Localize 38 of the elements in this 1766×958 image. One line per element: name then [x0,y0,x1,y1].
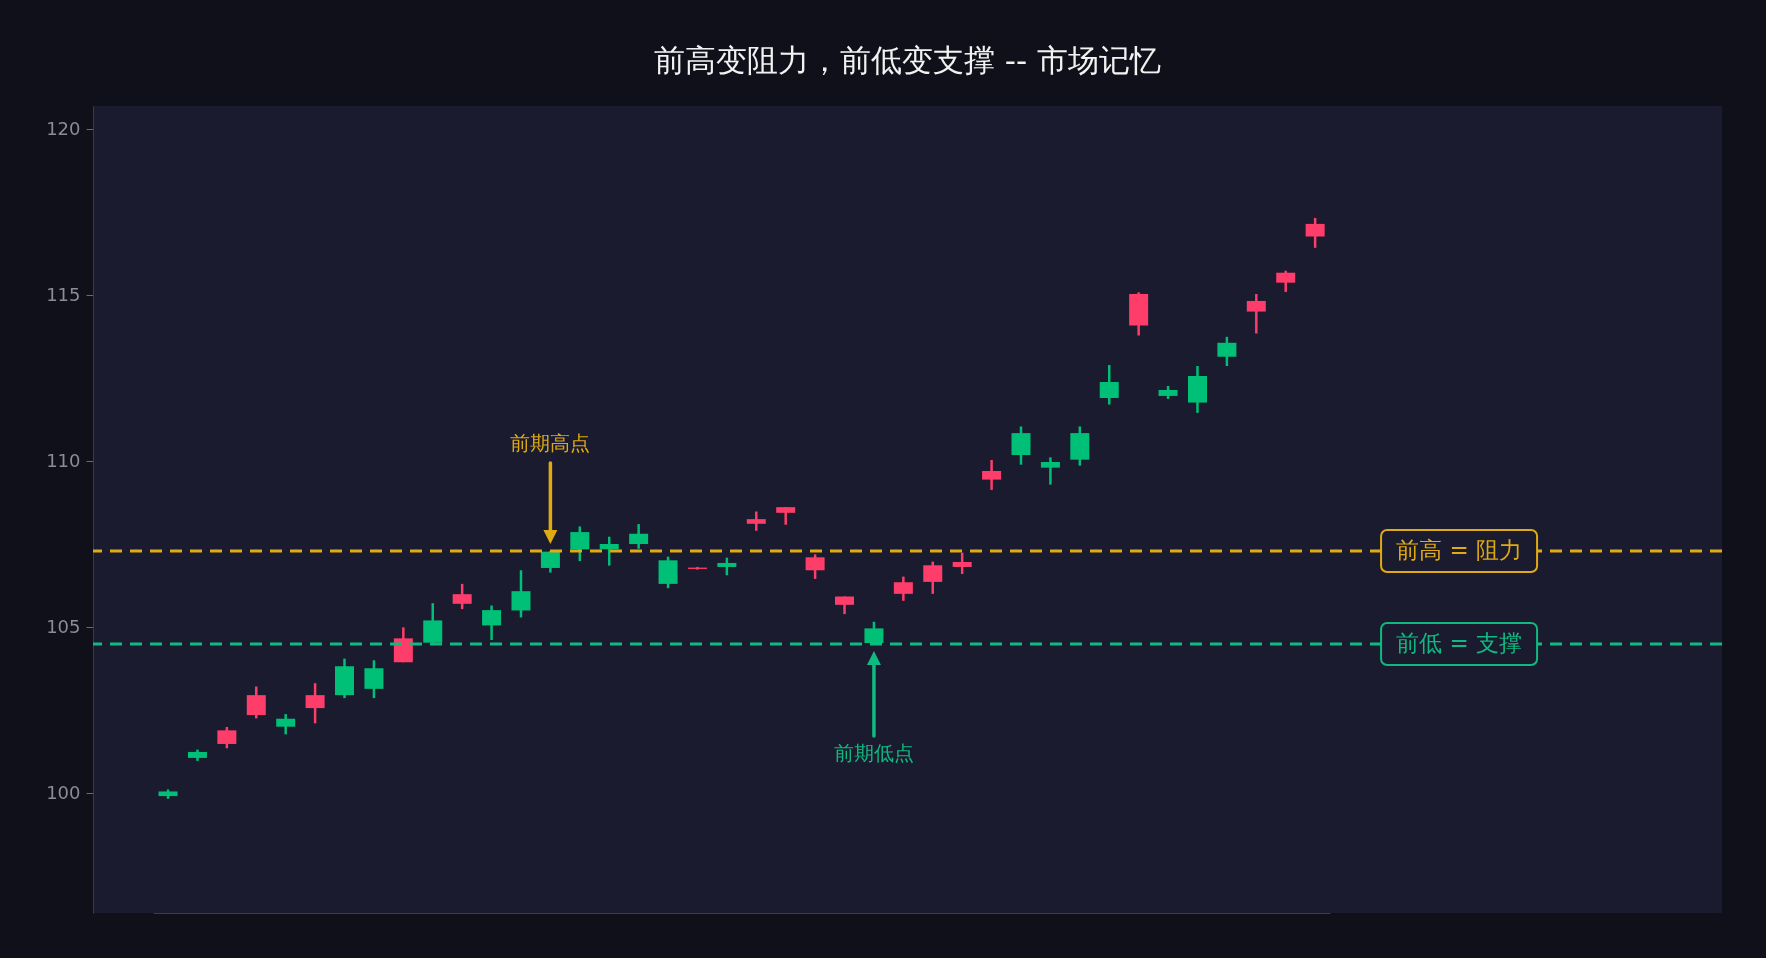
candlestick [511,569,531,619]
candlestick [1011,425,1031,466]
y-tick-label: 105 [46,615,81,637]
annotation: 前期低点 [833,741,914,765]
candlestick [393,626,413,664]
chart-title: 前高变阻力，前低变支撑 -- 市场记忆 [653,42,1162,78]
candlestick [482,604,502,642]
candlestick [599,535,619,567]
candlestick [1305,216,1325,250]
y-tick-label: 100 [46,781,81,803]
annotation: 前期高点 [510,431,591,456]
candlestick [952,551,972,576]
candlestick [805,553,825,581]
candlestick [629,522,649,550]
candlestick [305,681,325,725]
candlestick [658,555,678,590]
candlestick [1217,335,1237,368]
candlestick [1099,363,1119,406]
candlestick [893,575,913,603]
candlestick [217,725,237,750]
candlestick [452,582,472,611]
candlestick [1276,269,1296,294]
candlestick [1246,292,1266,335]
candlestick [540,549,560,574]
candlestick [570,525,590,563]
candlestick [1040,456,1060,486]
candlestick [276,712,296,736]
candlestick [423,601,443,645]
y-tick-label: 115 [46,283,81,305]
ref-line-label: 前低 = 支撑 [1396,630,1523,656]
candlestick [982,458,1002,492]
candlestick [923,560,943,596]
y-tick-label: 120 [46,117,81,139]
y-tick-label: 110 [46,449,81,471]
ref-line-label: 前高 = 阻力 [1396,537,1523,564]
candlestick [364,659,384,700]
candlestick [246,685,266,720]
candlestick [746,510,766,532]
